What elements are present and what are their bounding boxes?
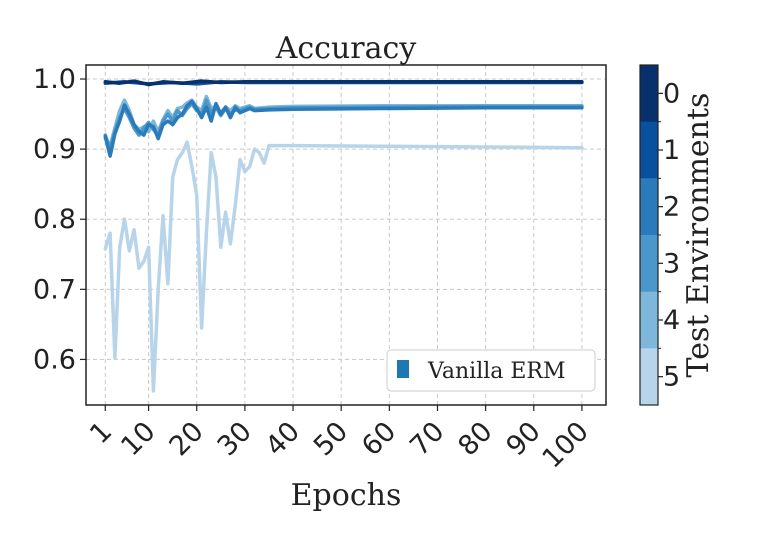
legend-box: [386, 349, 596, 392]
y-tick-label: 0.7: [33, 274, 76, 305]
colorbar: 0 1 2 3 4 5 Test Environments: [639, 64, 716, 406]
x-tick-label: 60: [356, 416, 402, 462]
x-tick-label: 70: [404, 416, 450, 462]
colorbar-segment: [640, 178, 658, 236]
colorbar-segment: [640, 291, 658, 349]
plot-frame: [85, 64, 607, 406]
y-tick-label: 0.9: [33, 134, 76, 165]
x-tick-label: 1: [84, 416, 118, 450]
chart-title: Accuracy: [275, 31, 417, 66]
colorbar-tick-label: 3: [663, 248, 680, 279]
colorbar-tick-label: 4: [663, 305, 680, 336]
colorbar-segment: [640, 65, 658, 123]
x-tick-label: 30: [212, 416, 258, 462]
y-tick-label: 1.0: [33, 64, 76, 95]
series-lines: [103, 79, 584, 393]
series-line-2: [103, 99, 584, 158]
grid: [86, 65, 606, 405]
colorbar-label: Test Environments: [681, 93, 716, 378]
y-tick-label: 0.6: [33, 344, 76, 375]
colorbar-tick-label: 2: [663, 192, 680, 223]
legend-swatch: [397, 360, 409, 378]
x-tick-label: 40: [260, 416, 306, 462]
series-line-5: [103, 140, 584, 393]
colorbar-segment: [640, 348, 658, 406]
colorbar-segments: [640, 65, 658, 406]
colorbar-tick-label: 0: [663, 78, 680, 109]
x-tick-label: 20: [163, 416, 209, 462]
series-line-0: [103, 79, 584, 87]
y-tick-label: 0.8: [33, 204, 76, 235]
x-tick-label: 50: [308, 416, 354, 462]
legend: Vanilla ERM: [386, 349, 596, 392]
x-tick-label: 80: [452, 416, 498, 462]
x-axis-label: Epochs: [291, 478, 402, 513]
colorbar-tick-label: 5: [663, 362, 680, 393]
colorbar-segment: [640, 235, 658, 293]
colorbar-segment: [640, 121, 658, 179]
colorbar-ticks: 0 1 2 3 4 5: [658, 78, 680, 393]
x-tick-label: 10: [115, 416, 161, 462]
legend-label: Vanilla ERM: [427, 359, 566, 384]
colorbar-tick-label: 1: [663, 135, 680, 166]
x-tick-label: 100: [537, 416, 595, 474]
